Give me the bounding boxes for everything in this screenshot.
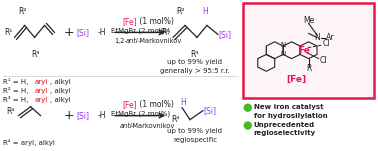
Text: EtMgBr (2 mol%): EtMgBr (2 mol%) — [111, 27, 170, 34]
Text: 1,2-: 1,2- — [114, 38, 127, 44]
Text: for hydrosilylation: for hydrosilylation — [254, 113, 327, 119]
Text: up to 99% yield: up to 99% yield — [167, 129, 223, 135]
Text: , alkyl: , alkyl — [50, 97, 70, 103]
Text: up to 99% yield: up to 99% yield — [167, 59, 223, 65]
Text: New iron catalyst: New iron catalyst — [254, 104, 324, 110]
Text: -H: -H — [98, 28, 106, 37]
Text: R: R — [306, 64, 311, 73]
Text: R²: R² — [19, 7, 27, 16]
Text: [Si]: [Si] — [218, 30, 231, 39]
Text: (1 mol%): (1 mol%) — [137, 100, 174, 109]
Text: [Si]: [Si] — [76, 28, 90, 37]
Text: [Fe]: [Fe] — [122, 17, 137, 26]
Text: R³: R³ — [31, 50, 40, 59]
Text: Me: Me — [303, 16, 314, 25]
Text: N: N — [280, 42, 286, 48]
Text: +: + — [63, 109, 74, 122]
Text: -Markovnikov: -Markovnikov — [137, 38, 181, 44]
Text: R⁴ = aryl, alkyl: R⁴ = aryl, alkyl — [3, 139, 54, 146]
Text: R¹ = H,: R¹ = H, — [3, 78, 30, 85]
FancyBboxPatch shape — [243, 3, 374, 98]
Text: -H: -H — [98, 111, 106, 120]
Text: Unprecedented: Unprecedented — [254, 122, 315, 128]
Text: regiospecific: regiospecific — [173, 137, 217, 143]
Text: [Fe]: [Fe] — [286, 75, 306, 84]
Text: R¹: R¹ — [5, 28, 13, 37]
Text: , alkyl: , alkyl — [50, 79, 70, 85]
Text: R³ = H,: R³ = H, — [3, 96, 30, 103]
Text: Cl: Cl — [323, 39, 330, 48]
Text: generally > 95:5 r.r.: generally > 95:5 r.r. — [160, 68, 230, 74]
Circle shape — [244, 122, 251, 129]
Text: R²: R² — [176, 7, 184, 16]
Text: R² = H,: R² = H, — [3, 87, 31, 94]
Text: [Si]: [Si] — [76, 111, 90, 120]
Text: aryl: aryl — [34, 97, 48, 103]
Text: , alkyl: , alkyl — [50, 88, 70, 94]
Text: (1 mol%): (1 mol%) — [137, 17, 174, 26]
Text: -Markovnikov: -Markovnikov — [130, 122, 175, 129]
Text: +: + — [63, 26, 74, 39]
Text: H: H — [180, 98, 186, 107]
Text: H: H — [202, 7, 208, 16]
Text: N: N — [280, 51, 286, 57]
Text: aryl: aryl — [34, 79, 48, 85]
Circle shape — [244, 104, 251, 111]
Text: Fe: Fe — [298, 46, 310, 55]
Text: [Fe]: [Fe] — [122, 100, 137, 109]
Text: regioselectivity: regioselectivity — [254, 130, 316, 137]
Text: R⁴: R⁴ — [7, 107, 15, 116]
Text: EtMgBr (2 mol%): EtMgBr (2 mol%) — [111, 110, 170, 117]
Text: R¹: R¹ — [161, 28, 169, 37]
Text: R⁴: R⁴ — [171, 115, 179, 124]
Text: R³: R³ — [191, 50, 199, 59]
Text: [Si]: [Si] — [203, 106, 216, 115]
Text: Cl: Cl — [319, 56, 327, 65]
Text: Ar: Ar — [325, 33, 334, 42]
Text: aryl: aryl — [34, 88, 48, 94]
Text: N: N — [314, 33, 320, 42]
Text: anti: anti — [126, 38, 139, 44]
Text: anti: anti — [119, 122, 132, 129]
